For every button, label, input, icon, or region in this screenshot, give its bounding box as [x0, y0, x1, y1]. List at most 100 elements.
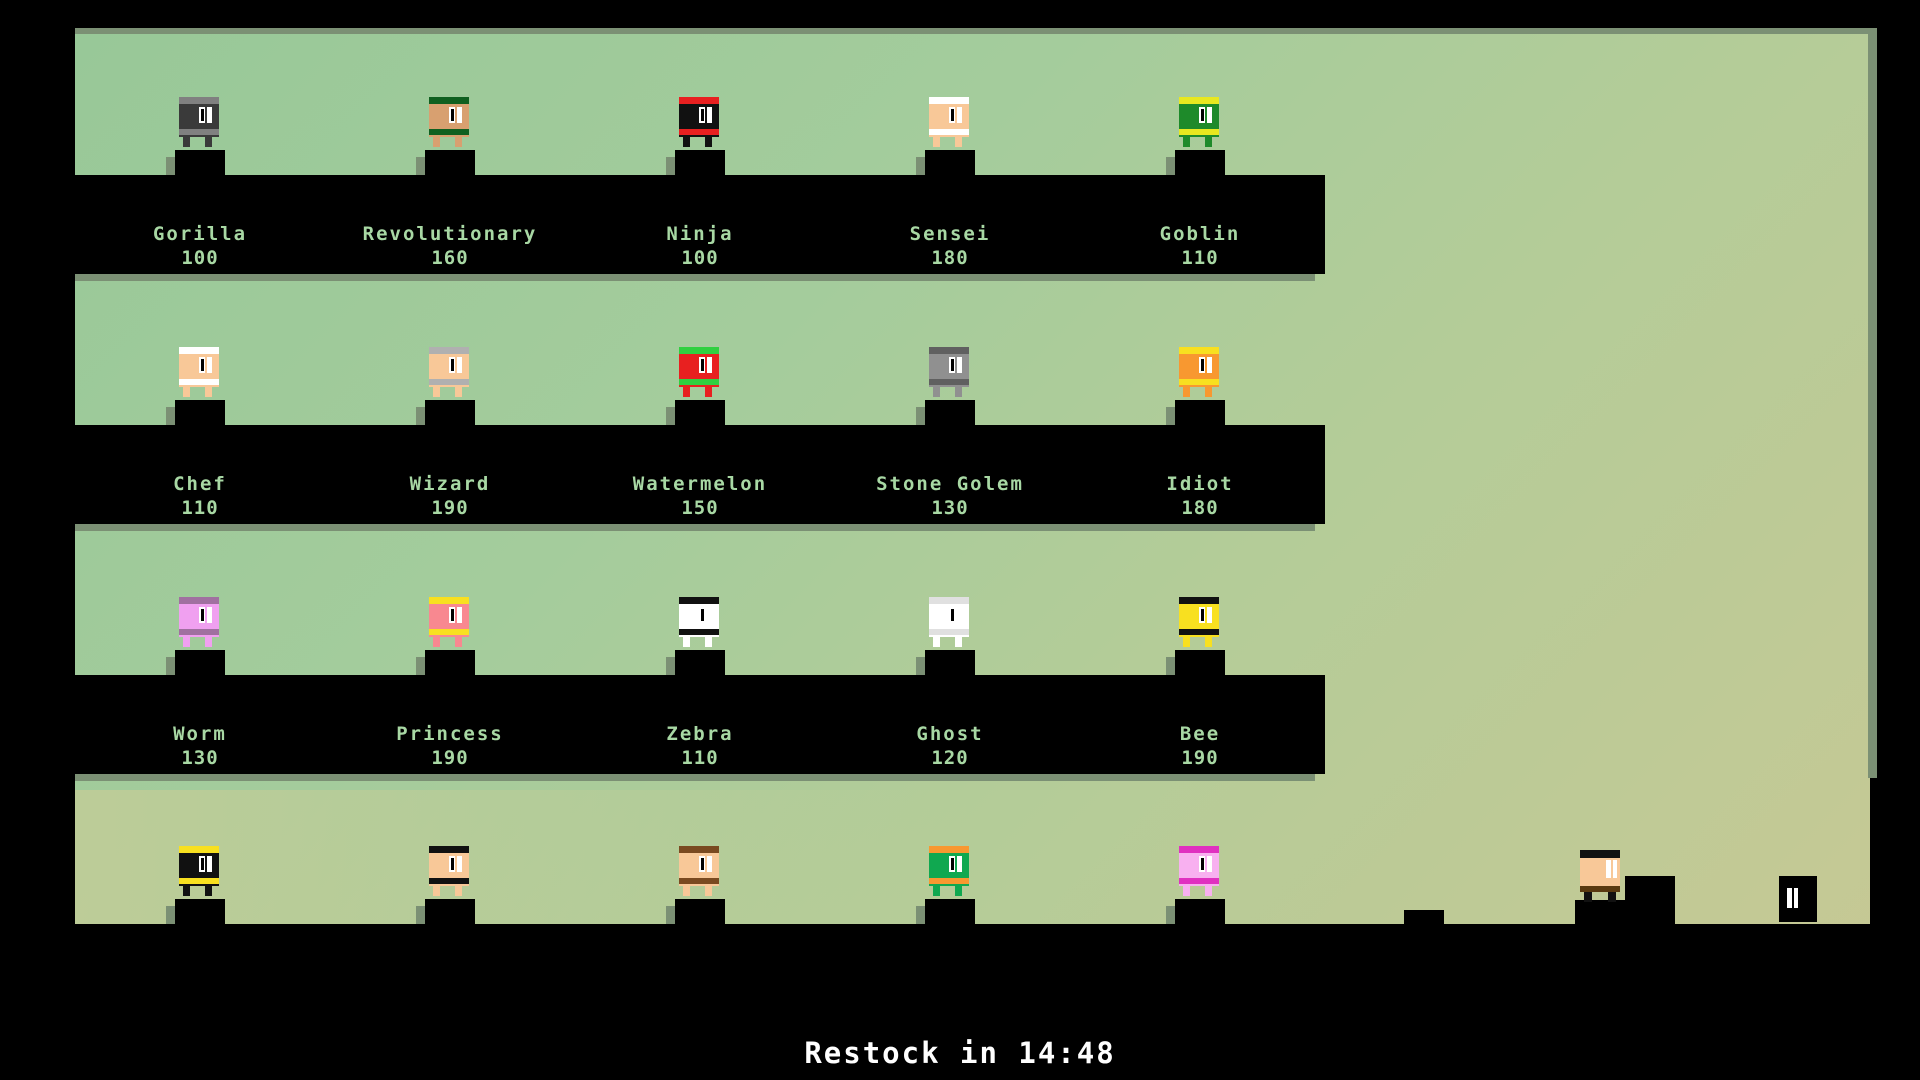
- item-name: Revolutionary: [362, 223, 538, 245]
- character-icon: [679, 597, 719, 647]
- shop-item-bee[interactable]: Bee 190: [1075, 595, 1325, 775]
- pedestal: [425, 150, 475, 175]
- restock-timer: Restock in 14:48: [804, 1036, 1116, 1070]
- character-icon: [929, 347, 969, 397]
- pedestal: [425, 650, 475, 675]
- player-character-icon: [1580, 850, 1620, 902]
- item-name: Bee: [1179, 723, 1221, 745]
- item-name: Zebra: [666, 723, 734, 745]
- character-icon: [929, 97, 969, 147]
- pedestal: [425, 899, 475, 924]
- shop-item-ghost[interactable]: Ghost 120: [825, 595, 1075, 775]
- pedestal-shadow: [416, 657, 425, 675]
- shelf: [75, 175, 1325, 274]
- character-icon: [1179, 597, 1219, 647]
- pedestal-shadow: [916, 657, 925, 675]
- character-icon: [1179, 347, 1219, 397]
- character-icon: [1179, 97, 1219, 147]
- pedestal-shadow: [916, 407, 925, 425]
- item-price: 100: [181, 247, 219, 269]
- item-name: Princess: [396, 723, 504, 745]
- shelf-shadow: [75, 524, 1315, 531]
- character-icon: [429, 347, 469, 397]
- pedestal: [1175, 150, 1225, 175]
- shop-item-wizard[interactable]: Wizard 190: [325, 345, 575, 525]
- item-price: 190: [431, 747, 469, 769]
- pedestal: [1175, 400, 1225, 425]
- character-icon: [179, 97, 219, 147]
- pedestal-shadow: [1166, 906, 1175, 924]
- pedestal-shadow: [416, 407, 425, 425]
- shop-item-princess[interactable]: Princess 190: [325, 595, 575, 775]
- pedestal: [1175, 650, 1225, 675]
- item-price: 130: [181, 747, 219, 769]
- shelf-shadow: [75, 274, 1315, 281]
- background-tint: [75, 790, 975, 930]
- pedestal: [675, 650, 725, 675]
- item-price: 100: [681, 247, 719, 269]
- pedestal-shadow: [166, 407, 175, 425]
- shelf: [75, 425, 1325, 524]
- pedestal: [925, 899, 975, 924]
- shelf: [75, 675, 1325, 774]
- shop-item-ninja[interactable]: Ninja 100: [575, 95, 825, 275]
- pedestal: [175, 650, 225, 675]
- pedestal: [675, 400, 725, 425]
- shop-item-worm[interactable]: Worm 130: [75, 595, 325, 775]
- pedestal-shadow: [1166, 657, 1175, 675]
- shop-item-revolutionary[interactable]: Revolutionary 160: [325, 95, 575, 275]
- shop-item-watermelon[interactable]: Watermelon 150: [575, 345, 825, 525]
- character-icon: [929, 597, 969, 647]
- pedestal-shadow: [416, 906, 425, 924]
- pedestal: [925, 650, 975, 675]
- item-name: Worm: [173, 723, 227, 745]
- shopkeeper-icon: [1779, 876, 1817, 922]
- shop-item-zebra[interactable]: Zebra 110: [575, 595, 825, 775]
- character-icon: [429, 846, 469, 896]
- pedestal-shadow: [666, 407, 675, 425]
- pedestal-shadow: [1166, 157, 1175, 175]
- pedestal-shadow: [166, 157, 175, 175]
- pedestal: [175, 899, 225, 924]
- item-name: Chef: [173, 473, 227, 495]
- shelf-shadow: [75, 774, 1315, 781]
- shop-item-stone-golem[interactable]: Stone Golem 130: [825, 345, 1075, 525]
- item-price: 180: [1181, 497, 1219, 519]
- pedestal: [1175, 899, 1225, 924]
- item-price: 110: [181, 497, 219, 519]
- item-name: Watermelon: [632, 473, 768, 495]
- pedestal: [425, 400, 475, 425]
- pedestal-shadow: [166, 657, 175, 675]
- item-price: 110: [1181, 247, 1219, 269]
- character-icon: [429, 97, 469, 147]
- character-icon: [679, 846, 719, 896]
- pedestal: [175, 400, 225, 425]
- shop-item-sensei[interactable]: Sensei 180: [825, 95, 1075, 275]
- right-wall-shadow: [1868, 28, 1878, 778]
- pedestal-shadow: [916, 157, 925, 175]
- character-icon: [429, 597, 469, 647]
- pedestal: [675, 150, 725, 175]
- pedestal: [675, 899, 725, 924]
- character-icon: [179, 597, 219, 647]
- shop-item-gorilla[interactable]: Gorilla 100: [75, 95, 325, 275]
- item-name: Stone Golem: [876, 473, 1024, 495]
- floor: [75, 924, 1920, 1080]
- shop-item-chef[interactable]: Chef 110: [75, 345, 325, 525]
- item-price: 190: [1181, 747, 1219, 769]
- pedestal-shadow: [416, 157, 425, 175]
- item-name: Ghost: [916, 723, 984, 745]
- shop-item-goblin[interactable]: Goblin 110: [1075, 95, 1325, 275]
- item-name: Ninja: [666, 223, 734, 245]
- shop-item-idiot[interactable]: Idiot 180: [1075, 345, 1325, 525]
- pedestal-shadow: [666, 906, 675, 924]
- player-pedestal: [1575, 900, 1625, 924]
- item-price: 110: [681, 747, 719, 769]
- tall-block: [1625, 876, 1675, 924]
- item-name: Goblin: [1159, 223, 1241, 245]
- character-icon: [679, 97, 719, 147]
- item-name: Gorilla: [152, 223, 248, 245]
- item-name: Sensei: [909, 223, 991, 245]
- character-icon: [179, 347, 219, 397]
- character-icon: [1179, 846, 1219, 896]
